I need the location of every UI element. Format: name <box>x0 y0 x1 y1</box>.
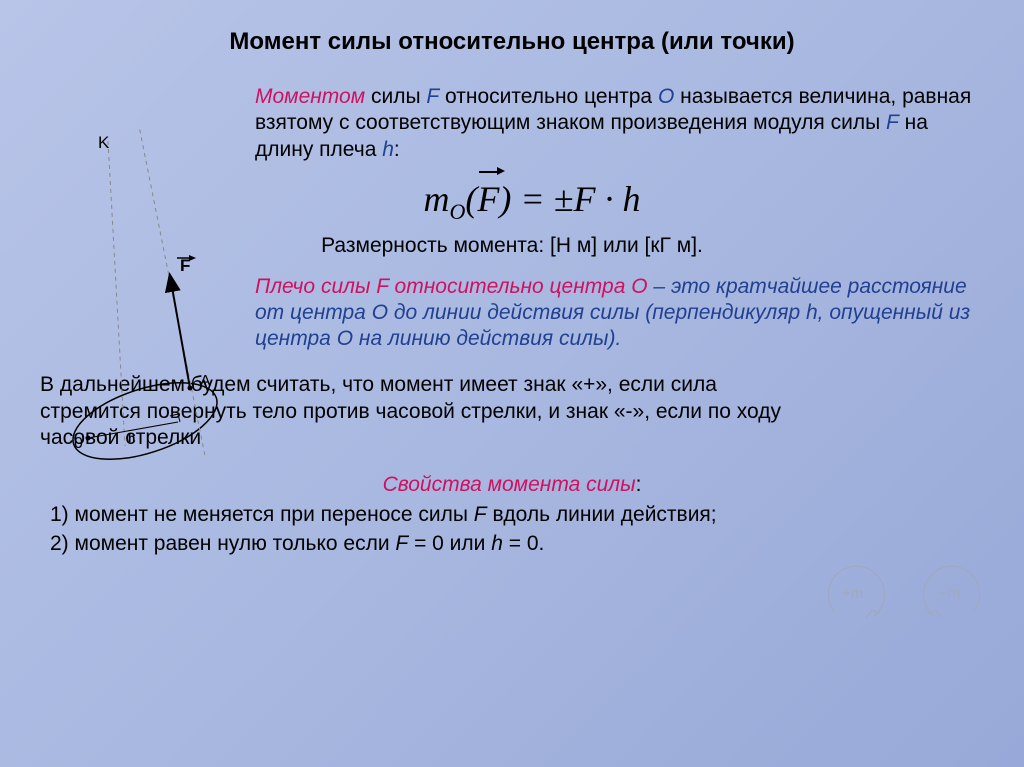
minus-m-label: −m <box>939 585 960 602</box>
def1-F: F <box>426 85 439 108</box>
def1-t1: силы <box>365 85 426 108</box>
prop1-a: момент не меняется при переносе силы <box>75 503 474 526</box>
plus-m-label: +m <box>842 585 863 602</box>
formula-m: m <box>424 179 450 219</box>
page-title: Момент силы относительно центра (или точ… <box>0 0 1024 56</box>
content-area: F K A 0 h Моментом силы F относительно ц… <box>0 56 1024 558</box>
definition-moment: Моментом силы F относительно центра O на… <box>255 84 984 163</box>
prop2-a: момент равен нулю только если <box>75 532 396 555</box>
label-A: A <box>200 373 211 390</box>
def1-end: : <box>394 138 400 161</box>
formula-dot: · <box>595 179 622 219</box>
prop2-eq2: = 0. <box>503 532 544 555</box>
def2-highlight: Плечо силы F относительно центра O <box>255 275 653 298</box>
label-F: F <box>180 256 190 275</box>
def2-t2: до линии действия силы (перпендикуляр <box>388 301 806 324</box>
prop1-F: F <box>474 503 487 526</box>
formula-lp: ( <box>465 179 477 219</box>
label-K: K <box>98 133 110 152</box>
def2-O: O <box>372 301 388 324</box>
prop2-F: F <box>395 532 408 555</box>
def1-O: O <box>658 85 674 108</box>
props-header-text: Свойства момента силы <box>383 473 636 496</box>
formula-eq: = ± <box>511 179 573 219</box>
force-vector <box>170 276 190 388</box>
def2-dash: – <box>653 275 671 298</box>
sign-diagram: +m −m <box>814 556 994 636</box>
prop2-num: 2) <box>50 532 75 555</box>
property-2: 2) момент равен нулю только если F = 0 и… <box>50 530 984 558</box>
def2-O2: O <box>337 327 353 350</box>
properties-list: 1) момент не меняется при переносе силы … <box>40 501 984 558</box>
formula-sub: O <box>450 199 466 224</box>
def1-F2: F <box>886 111 899 134</box>
props-colon: : <box>636 473 642 496</box>
def2-h: h <box>806 301 818 324</box>
label-O: 0 <box>74 435 83 452</box>
line-of-action <box>135 126 205 456</box>
def1-highlight: Моментом <box>255 85 365 108</box>
property-1: 1) момент не меняется при переносе силы … <box>50 501 984 529</box>
prop1-num: 1) <box>50 503 75 526</box>
formula-rp: ) <box>499 179 511 219</box>
perp-mark <box>170 414 180 422</box>
formula-F: F <box>573 179 595 219</box>
def1-h: h <box>382 138 394 161</box>
label-h: h <box>128 431 135 445</box>
formula-vec: F <box>477 177 499 222</box>
prop2-eq1: = 0 или <box>408 532 491 555</box>
def1-t2: относительно центра <box>439 85 658 108</box>
definition-arm: Плечо силы F относительно центра O – это… <box>255 274 984 353</box>
prop1-b: вдоль линии действия; <box>487 503 717 526</box>
def2-t4: на линию действия силы). <box>353 327 621 350</box>
moment-diagram: F K A 0 h <box>30 126 260 466</box>
prop2-h: h <box>491 532 503 555</box>
formula-h: h <box>622 179 640 219</box>
